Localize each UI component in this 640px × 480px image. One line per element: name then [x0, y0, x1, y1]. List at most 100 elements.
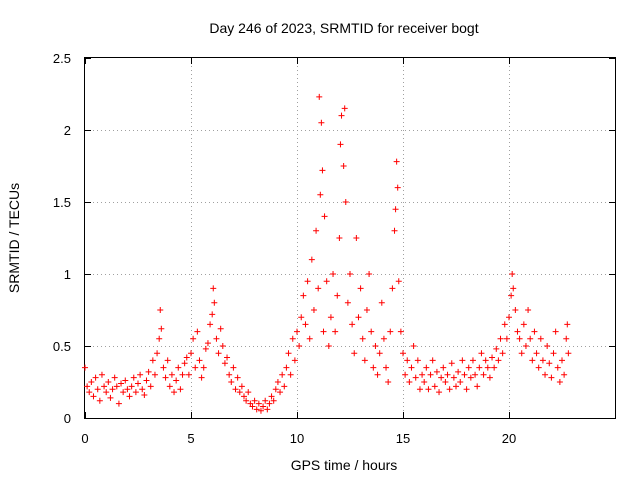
data-point [501, 321, 508, 328]
data-point [272, 386, 279, 393]
data-point [332, 328, 339, 335]
data-point [253, 406, 260, 413]
data-point [514, 328, 521, 335]
data-point [548, 374, 555, 381]
data-point [361, 357, 368, 364]
data-point [192, 364, 199, 371]
x-tick-label: 5 [187, 431, 194, 446]
data-point [143, 377, 150, 384]
data-point [556, 379, 563, 385]
data-point [427, 371, 434, 378]
data-point [520, 321, 527, 328]
data-point [370, 364, 377, 371]
data-point [347, 271, 353, 277]
data-point [389, 285, 396, 292]
data-point [459, 357, 466, 364]
data-point [82, 364, 88, 371]
data-point [289, 335, 296, 342]
data-point [128, 383, 135, 390]
data-point [550, 350, 557, 357]
data-point [190, 335, 197, 342]
data-point [516, 335, 523, 342]
data-point [531, 328, 538, 335]
data-point [421, 379, 428, 385]
data-point [323, 278, 330, 285]
data-point [145, 368, 152, 375]
data-point [474, 383, 481, 390]
data-point [149, 357, 156, 364]
data-point [337, 141, 344, 148]
data-point [436, 389, 443, 396]
data-point [467, 374, 474, 381]
data-point [268, 393, 275, 400]
y-tick-label: 0 [64, 411, 71, 426]
data-point [285, 350, 292, 357]
data-point [130, 374, 137, 381]
data-point [215, 350, 222, 357]
data-point [173, 377, 180, 384]
data-point [510, 285, 517, 292]
data-point [410, 343, 417, 349]
data-point [480, 371, 487, 378]
data-point [363, 307, 370, 313]
data-point [236, 389, 243, 396]
data-point [310, 307, 317, 313]
data-point [529, 357, 536, 364]
data-point [211, 299, 218, 306]
y-tick-label: 2 [64, 123, 71, 138]
data-point [202, 345, 209, 352]
data-point [446, 386, 453, 393]
data-point [228, 379, 235, 385]
data-point [383, 364, 390, 371]
data-point [175, 364, 182, 371]
data-point [274, 379, 281, 385]
data-point [177, 386, 184, 393]
data-point [478, 350, 485, 357]
data-point [179, 371, 186, 378]
data-point [486, 374, 493, 381]
data-point [124, 386, 131, 393]
data-point [465, 364, 472, 371]
data-point [544, 343, 551, 349]
data-point [525, 307, 532, 313]
data-point [154, 350, 161, 357]
data-point [423, 364, 430, 371]
data-point [96, 397, 103, 404]
data-point [221, 360, 228, 367]
data-point [316, 93, 323, 100]
data-point [565, 350, 572, 357]
data-point [115, 400, 122, 407]
data-point [243, 397, 250, 404]
data-point [308, 256, 315, 263]
data-point [397, 328, 404, 335]
x-axis-label: GPS time / hours [291, 457, 398, 473]
data-point [408, 364, 415, 371]
data-point [393, 158, 400, 165]
data-point [264, 406, 271, 413]
data-point [262, 397, 269, 404]
data-point [334, 292, 341, 299]
data-point [476, 364, 483, 371]
data-point [318, 119, 325, 126]
data-point [374, 371, 381, 378]
data-point [157, 307, 164, 313]
data-point [135, 380, 141, 387]
data-point [325, 343, 332, 349]
data-points [82, 93, 572, 414]
data-point [508, 292, 515, 299]
y-tick-label: 2.5 [53, 51, 71, 66]
data-point [554, 364, 561, 371]
data-point [406, 379, 413, 385]
data-point [340, 163, 347, 169]
data-point [107, 394, 114, 401]
data-point [400, 350, 406, 357]
data-point [319, 167, 326, 174]
data-point [357, 285, 364, 292]
data-point [304, 278, 311, 285]
data-point [385, 379, 392, 385]
y-axis-label: SRMTID / TECUs [6, 183, 22, 293]
data-point [564, 321, 571, 328]
data-point [499, 350, 506, 357]
axis-ticks [85, 58, 615, 419]
data-point [512, 307, 519, 313]
